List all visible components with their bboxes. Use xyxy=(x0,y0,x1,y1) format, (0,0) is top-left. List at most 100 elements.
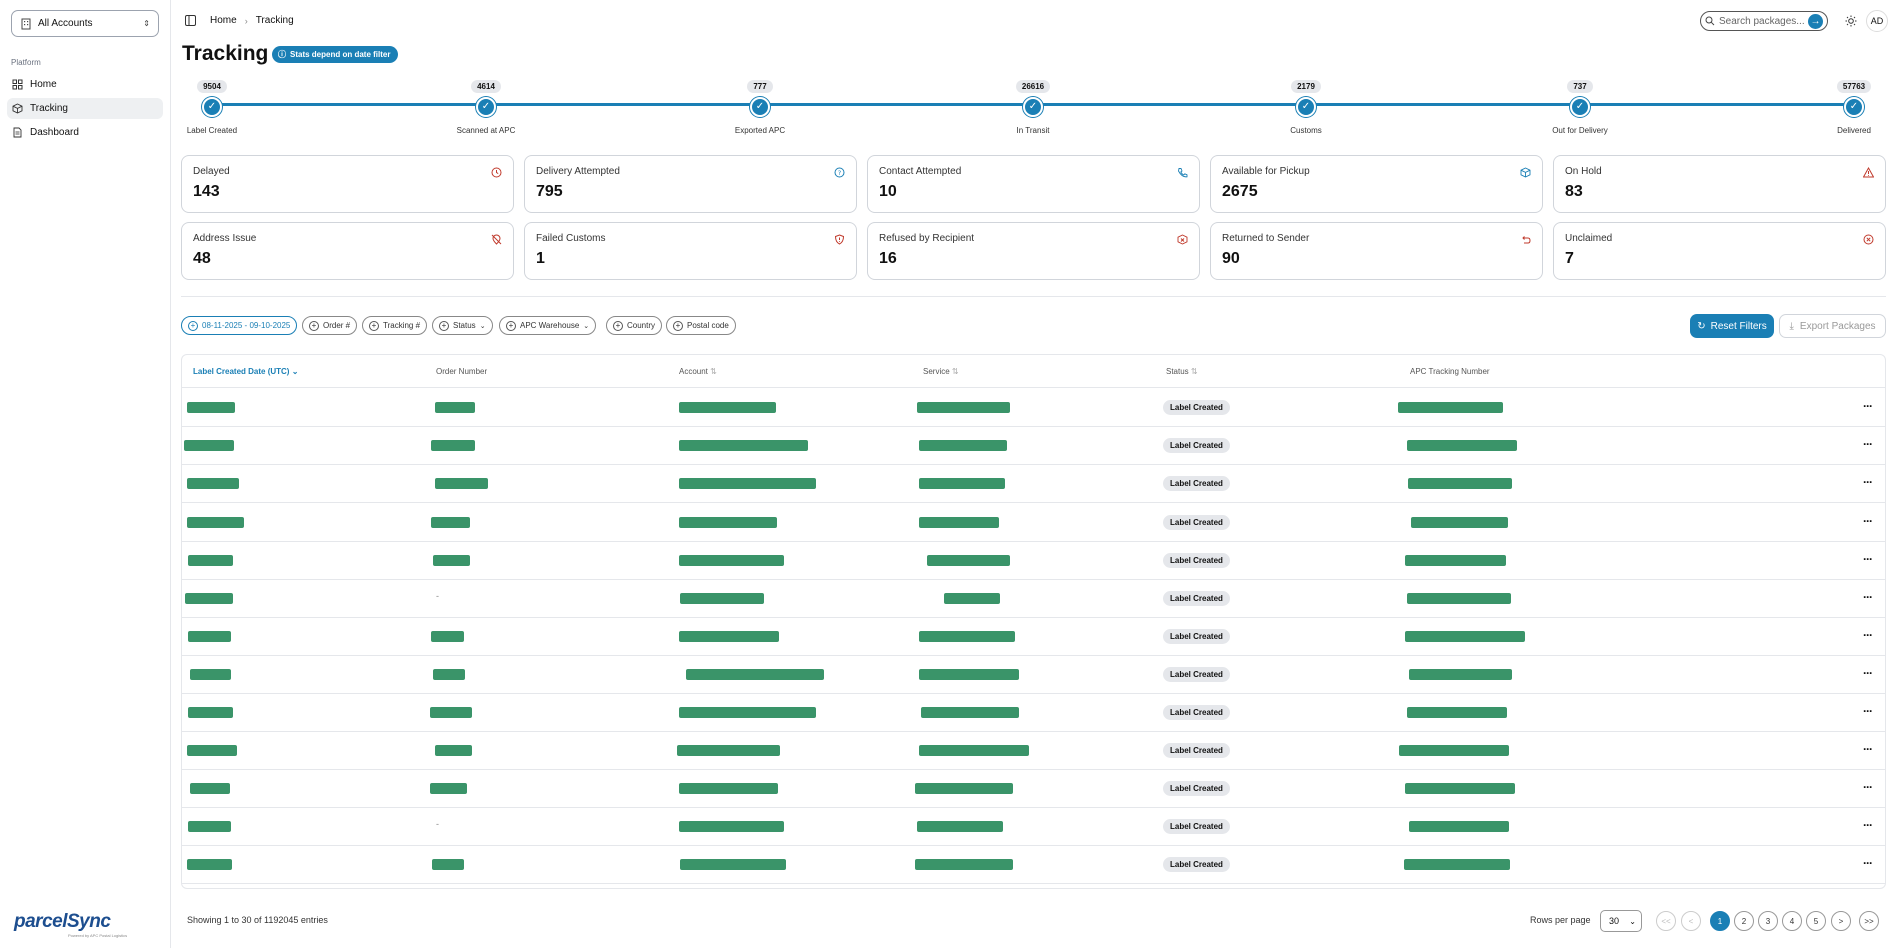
filter-postal-code[interactable]: + Postal code xyxy=(666,316,736,335)
next-page-button[interactable]: > xyxy=(1831,911,1851,931)
rows-per-page-select[interactable]: 30 ⌄ xyxy=(1600,910,1642,932)
filter-tracking[interactable]: + Tracking # xyxy=(362,316,428,335)
sidebar-item-dashboard[interactable]: Dashboard xyxy=(7,122,163,143)
reset-filters-button[interactable]: ↻ Reset Filters xyxy=(1690,314,1774,338)
search-input[interactable]: Search packages... xyxy=(1719,15,1805,27)
stat-card-address-issue[interactable]: Address Issue 48 xyxy=(181,222,514,280)
arrow-right-icon[interactable]: → xyxy=(1808,13,1823,29)
stat-card-value: 83 xyxy=(1565,183,1583,200)
redacted-cell xyxy=(190,783,230,794)
page-2-button[interactable]: 2 xyxy=(1734,911,1754,931)
more-horizontal-icon[interactable]: ··· xyxy=(1863,628,1873,642)
stat-card-returned-to-sender[interactable]: Returned to Sender 90 xyxy=(1210,222,1543,280)
table-row[interactable]: Label Created ··· xyxy=(182,542,1885,580)
col-label: Service xyxy=(923,367,950,376)
table-row[interactable]: Label Created ··· xyxy=(182,770,1885,808)
last-page-button[interactable]: >> xyxy=(1859,911,1879,931)
tracker-stage: 26616 ✓ In Transit xyxy=(973,76,1093,135)
stat-card-delivery-attempted[interactable]: Delivery Attempted 795? xyxy=(524,155,857,213)
sun-icon[interactable] xyxy=(1845,15,1857,27)
col-account[interactable]: Account ⇅ xyxy=(679,367,717,376)
more-horizontal-icon[interactable]: ··· xyxy=(1863,552,1873,566)
table-row[interactable]: Label Created ··· xyxy=(182,656,1885,694)
redacted-cell xyxy=(1405,555,1506,566)
status-badge: Label Created xyxy=(1163,438,1230,453)
filter-order[interactable]: + Order # xyxy=(302,316,358,335)
more-horizontal-icon[interactable]: ··· xyxy=(1863,856,1873,870)
redacted-cell xyxy=(1404,859,1510,870)
table-row[interactable]: Label Created ··· xyxy=(182,427,1885,465)
more-horizontal-icon[interactable]: ··· xyxy=(1863,590,1873,604)
more-horizontal-icon[interactable]: ··· xyxy=(1863,704,1873,718)
redacted-cell xyxy=(432,859,464,870)
tracker-stage: 57763 ✓ Delivered xyxy=(1794,76,1897,135)
stage-label: Exported APC xyxy=(734,126,786,135)
stat-card-on-hold[interactable]: On Hold 83 xyxy=(1553,155,1886,213)
search-box[interactable]: Search packages... → xyxy=(1700,11,1828,31)
filter-08-11-2025-09-10-2025[interactable]: +08-11-2025 - 09-10-2025 xyxy=(181,316,298,335)
col-order-number: Order Number xyxy=(436,367,487,376)
stat-card-title: Delayed xyxy=(193,166,230,177)
status-badge: Label Created xyxy=(1163,781,1230,796)
breadcrumb-home[interactable]: Home xyxy=(210,15,237,26)
filter-apc-warehouse[interactable]: + APC Warehouse ⌄ xyxy=(499,316,597,335)
stats-badge-label: Stats depend on date filter xyxy=(290,50,391,59)
page-4-button[interactable]: 4 xyxy=(1782,911,1802,931)
stat-card-available-for-pickup[interactable]: Available for Pickup 2675 xyxy=(1210,155,1543,213)
table-row[interactable]: Label Created ··· xyxy=(182,389,1885,427)
sidebar-toggle-icon[interactable] xyxy=(185,15,196,26)
stat-card-value: 1 xyxy=(536,250,545,267)
prev-page-button[interactable]: < xyxy=(1681,911,1701,931)
more-horizontal-icon[interactable]: ··· xyxy=(1863,437,1873,451)
table-row[interactable]: - Label Created ··· xyxy=(182,580,1885,618)
undo-icon xyxy=(1522,236,1531,244)
redacted-cell xyxy=(433,669,465,680)
filter-status[interactable]: + Status ⌄ xyxy=(432,316,493,335)
chevron-down-icon: ⌄ xyxy=(1629,916,1636,926)
redacted-cell xyxy=(188,631,231,642)
more-horizontal-icon[interactable]: ··· xyxy=(1863,818,1873,832)
avatar[interactable]: AD xyxy=(1866,10,1888,32)
first-page-button[interactable]: << xyxy=(1656,911,1676,931)
more-horizontal-icon[interactable]: ··· xyxy=(1863,780,1873,794)
table-row[interactable]: Label Created ··· xyxy=(182,504,1885,542)
chevron-down-icon: ⌄ xyxy=(291,367,299,376)
status-badge: Label Created xyxy=(1163,629,1230,644)
more-horizontal-icon[interactable]: ··· xyxy=(1863,399,1873,413)
page-3-button[interactable]: 3 xyxy=(1758,911,1778,931)
more-horizontal-icon[interactable]: ··· xyxy=(1863,514,1873,528)
sidebar-item-tracking[interactable]: Tracking xyxy=(7,98,163,119)
status-badge: Label Created xyxy=(1163,857,1230,872)
table-row[interactable]: Label Created ··· xyxy=(182,618,1885,656)
sidebar-item-home[interactable]: Home xyxy=(7,74,163,95)
chevron-right-icon: › xyxy=(244,15,248,26)
stat-card-unclaimed[interactable]: Unclaimed 7 xyxy=(1553,222,1886,280)
redacted-cell xyxy=(1407,707,1507,718)
col-label-created-date[interactable]: Label Created Date (UTC) ⌄ xyxy=(193,367,298,376)
more-horizontal-icon[interactable]: ··· xyxy=(1863,742,1873,756)
redacted-cell xyxy=(433,555,470,566)
more-horizontal-icon[interactable]: ··· xyxy=(1863,475,1873,489)
col-status[interactable]: Status ⇅ xyxy=(1166,367,1198,376)
col-service[interactable]: Service ⇅ xyxy=(923,367,959,376)
more-horizontal-icon[interactable]: ··· xyxy=(1863,666,1873,680)
stat-card-title: On Hold xyxy=(1565,166,1602,177)
filter-country[interactable]: + Country xyxy=(606,316,663,335)
table-row[interactable]: Label Created ··· xyxy=(182,465,1885,503)
table-row[interactable]: Label Created ··· xyxy=(182,694,1885,732)
redacted-cell xyxy=(919,478,1005,489)
table-row[interactable]: Label Created ··· xyxy=(182,732,1885,770)
stat-card-failed-customs[interactable]: Failed Customs 1 xyxy=(524,222,857,280)
export-packages-button[interactable]: ⤓ Export Packages xyxy=(1779,314,1886,338)
account-select[interactable]: All Accounts ⇕ xyxy=(11,10,159,37)
check-icon: ✓ xyxy=(1023,97,1043,117)
table-row[interactable]: - Label Created ··· xyxy=(182,808,1885,846)
building-icon xyxy=(21,18,31,29)
page-1-button[interactable]: 1 xyxy=(1710,911,1730,931)
stat-card-refused-by-recipient[interactable]: Refused by Recipient 16 xyxy=(867,222,1200,280)
package-icon xyxy=(12,103,23,114)
table-row[interactable]: Label Created ··· xyxy=(182,846,1885,884)
stat-card-contact-attempted[interactable]: Contact Attempted 10 xyxy=(867,155,1200,213)
page-5-button[interactable]: 5 xyxy=(1806,911,1826,931)
stat-card-delayed[interactable]: Delayed 143 xyxy=(181,155,514,213)
